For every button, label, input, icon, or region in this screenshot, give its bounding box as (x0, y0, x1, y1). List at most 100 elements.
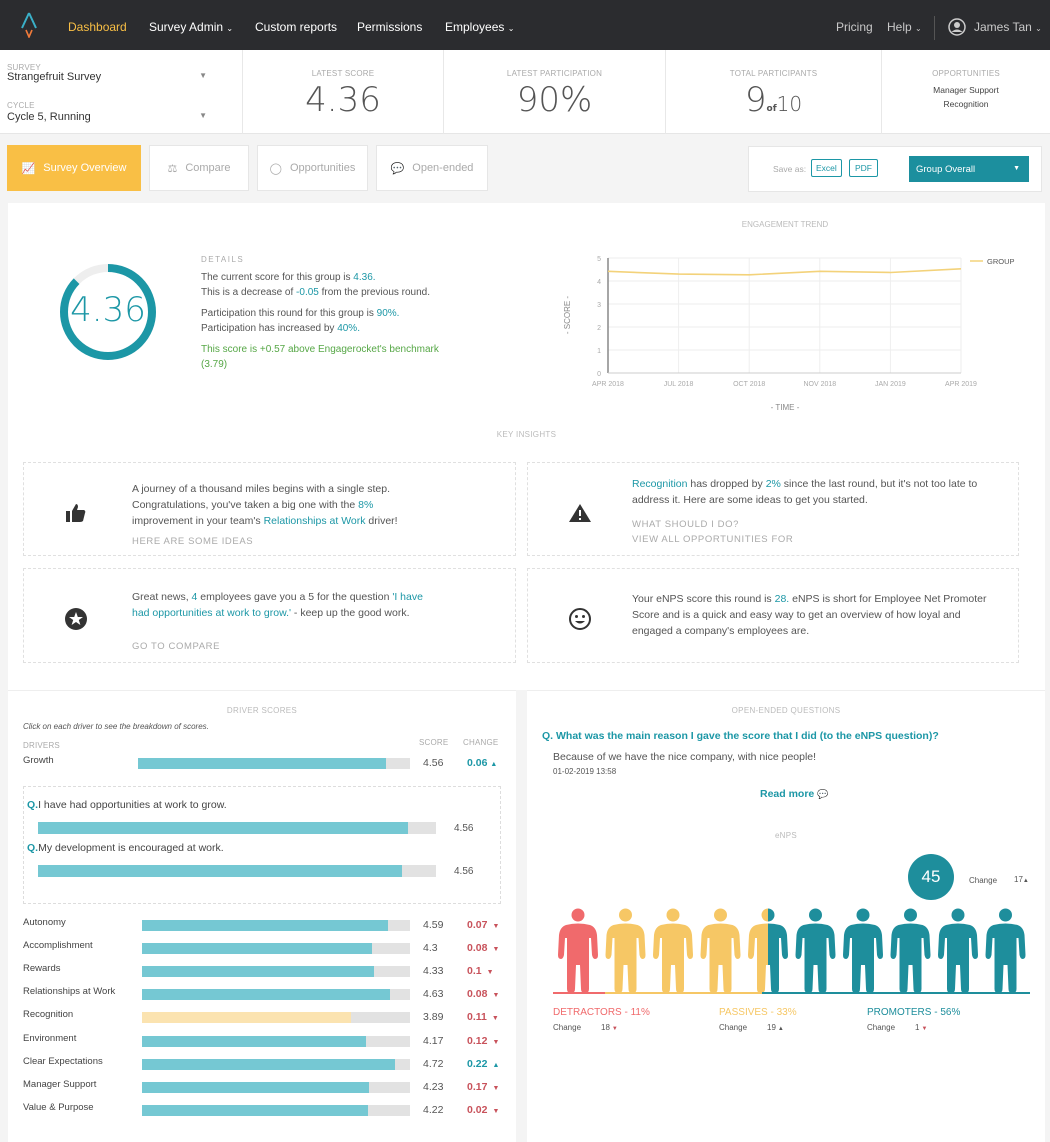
person-icon-passive (605, 908, 646, 993)
chevron-down-icon: ⌄ (915, 24, 922, 33)
driver-row[interactable]: Recognition 3.89 0.11 ▼ (23, 1009, 503, 1025)
enps-title: eNPS (774, 831, 798, 840)
nav-help[interactable]: Help ⌄ (887, 20, 922, 34)
lightbulb-icon: ◯ (269, 162, 282, 175)
score-column-header: SCORE (419, 738, 449, 747)
score-value: 4.36 (70, 290, 146, 330)
insight-text: Recognition has dropped by 2% since the … (632, 478, 978, 506)
person-icon-promoter (938, 908, 978, 993)
enps-group-label: PROMOTERS - 56% (867, 1007, 961, 1018)
driver-name: Clear Expectations (23, 1055, 103, 1067)
driver-name: Environment (23, 1032, 77, 1044)
ideas-link[interactable]: HERE ARE SOME IDEAS (132, 536, 254, 547)
y-tick-label: 4 (597, 279, 601, 286)
score-bar (142, 1081, 410, 1093)
driver-row[interactable]: Clear Expectations 4.72 0.22 ▲ (23, 1056, 503, 1072)
thumbs-up-icon (66, 504, 86, 522)
score-bar (142, 943, 410, 955)
survey-select[interactable]: Strangefruit Survey ▼ (7, 71, 207, 83)
chevron-down-icon: ⌄ (226, 24, 234, 33)
read-more-link[interactable]: Read more 💬 (760, 788, 829, 800)
driver-change: 0.02 ▼ (467, 1103, 500, 1116)
driver-row[interactable]: Autonomy 4.59 0.07 ▼ (23, 917, 503, 933)
insight-card-question: Great news, 4 employees gave you a 5 for… (23, 568, 516, 663)
group-select[interactable]: Group Overall ▼ (909, 156, 1029, 182)
go-to-compare-link[interactable]: GO TO COMPARE (132, 641, 221, 652)
nav-dashboard[interactable]: Dashboard (68, 20, 127, 34)
arrow-down-icon: ▼ (492, 1038, 500, 1046)
enps-score-badge: 45 (908, 854, 954, 900)
export-pdf-button[interactable]: PDF (849, 159, 878, 177)
tab-opportunities[interactable]: ◯ Opportunities (257, 145, 368, 191)
driver-row[interactable]: Rewards 4.33 0.1 ▼ (23, 963, 503, 979)
what-should-i-do-link[interactable]: WHAT SHOULD I DO? (632, 519, 739, 530)
driver-change: 0.06 ▲ (467, 757, 498, 769)
arrow-up-icon: ▲ (1022, 878, 1029, 884)
warning-icon (569, 504, 591, 522)
latest-score-stat: LATEST SCORE 4.36 (242, 50, 443, 134)
nav-custom-reports[interactable]: Custom reports (255, 20, 338, 34)
arrow-down-icon: ▼ (492, 946, 500, 954)
logo-icon[interactable] (19, 12, 39, 38)
user-menu[interactable]: James Tan ⌄ (974, 20, 1042, 34)
driver-row[interactable]: Accomplishment 4.3 0.08 ▼ (23, 940, 503, 956)
enps-change-label: Change (969, 876, 998, 885)
export-excel-button[interactable]: Excel (811, 159, 842, 177)
y-axis-label: - SCORE - (563, 296, 572, 335)
user-avatar-icon[interactable] (948, 18, 966, 36)
open-ended-title: OPEN-ENDED QUESTIONS (731, 706, 841, 715)
person-icon-promoter (890, 908, 931, 993)
nav-survey-admin[interactable]: Survey Admin ⌄ (149, 20, 233, 34)
driver-row[interactable]: Environment 4.17 0.12 ▼ (23, 1033, 503, 1049)
driver-change: 0.11 ▼ (467, 1011, 499, 1024)
person-icon-split (748, 908, 788, 993)
nav-label: Help (887, 20, 912, 34)
key-insights-title: KEY INSIGHTS (496, 430, 557, 439)
score-bar (142, 989, 410, 1001)
cycle-select[interactable]: Cycle 5, Running ▼ (7, 111, 207, 123)
arrow-down-icon: ▼ (492, 992, 500, 1000)
nav-label: Employees (445, 20, 505, 34)
detractors-line (553, 992, 605, 994)
details-panel: DETAILS The current score for this group… (201, 252, 501, 372)
caret-down-icon: ▼ (199, 71, 207, 80)
tab-survey-overview[interactable]: 📈 Survey Overview (7, 145, 141, 191)
tab-compare[interactable]: ⚖ Compare (149, 145, 249, 191)
x-axis-label: - TIME - (771, 403, 800, 412)
driver-change: 0.12 ▼ (467, 1034, 500, 1047)
driver-row[interactable]: Relationships at Work 4.63 0.08 ▼ (23, 986, 503, 1002)
engagement-trend-chart: ENGAGEMENT TREND 0 1 2 3 4 5 APR 2018 JUL 2018 OC… (563, 220, 1015, 412)
driver-change: 0.08 ▼ (467, 988, 500, 1001)
view-opportunities-link[interactable]: VIEW ALL OPPORTUNITIES FOR (632, 534, 794, 545)
driver-name: Accomplishment (23, 940, 93, 952)
driver-change: 0.1 ▼ (467, 965, 494, 978)
nav-employees[interactable]: Employees ⌄ (445, 20, 514, 34)
score-bar (142, 1104, 410, 1116)
opportunity-link[interactable]: Manager Support (933, 85, 999, 95)
score-donut (60, 264, 156, 360)
driver-scores-title: DRIVER SCORES (226, 706, 298, 715)
enps-people-chart (558, 908, 1026, 993)
person-icon-passive (700, 908, 741, 993)
driver-row[interactable]: Value & Purpose 4.22 0.02 ▼ (23, 1102, 503, 1118)
nav-pricing[interactable]: Pricing (836, 20, 873, 34)
opportunity-link[interactable]: Recognition (943, 99, 989, 109)
score-bar (142, 920, 410, 931)
driver-row-growth[interactable]: Growth 4.56 0.06 ▲ (23, 755, 503, 771)
tab-open-ended[interactable]: 💬 Open-ended (376, 145, 488, 191)
benchmark-line: This score is +0.57 above Engagerocket's… (201, 344, 439, 370)
driver-name: Relationships at Work (23, 986, 116, 998)
driver-score: 4.17 (423, 1034, 444, 1047)
nav-permissions[interactable]: Permissions (357, 20, 423, 34)
change-column-header: CHANGE (463, 738, 499, 747)
details-line: Participation has increased by 40%. (201, 323, 360, 334)
driver-score: 4.22 (423, 1103, 444, 1116)
passives-line (605, 992, 762, 994)
chevron-down-icon: ⌄ (507, 24, 515, 33)
driver-row[interactable]: Manager Support 4.23 0.17 ▼ (23, 1079, 503, 1095)
latest-participation-stat: LATEST PARTICIPATION 90% (443, 50, 665, 134)
driver-score: 4.72 (423, 1057, 444, 1070)
insight-text: Your eNPS score this round is 28. eNPS i… (632, 593, 987, 637)
driver-name: Rewards (23, 963, 61, 975)
driver-score: 3.89 (423, 1011, 444, 1024)
